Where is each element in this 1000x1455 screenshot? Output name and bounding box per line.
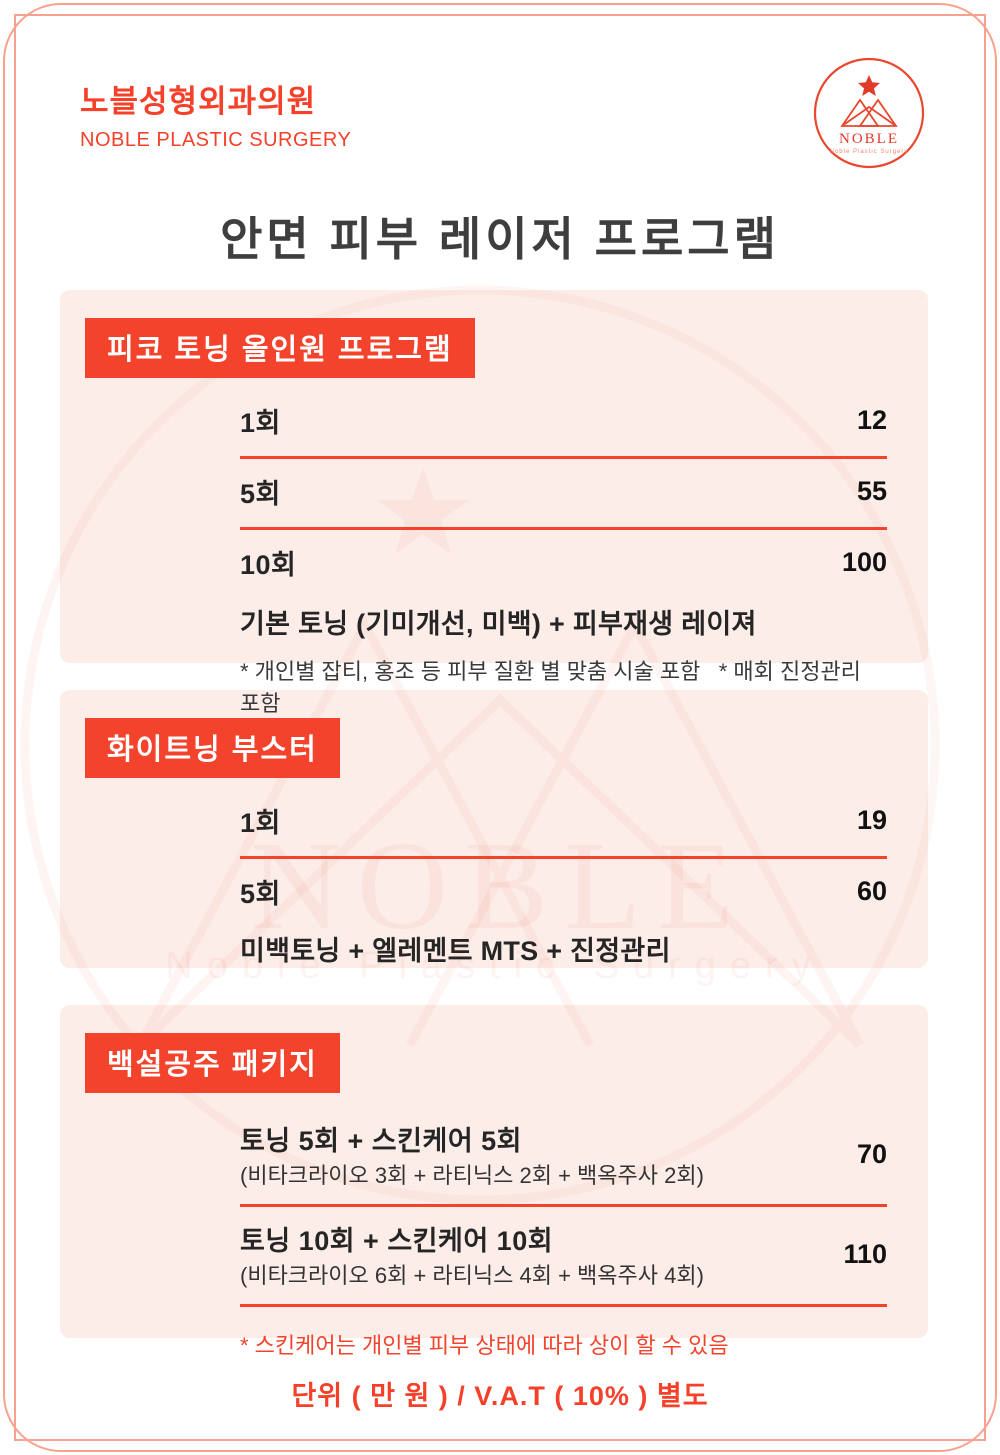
row-price: 55 bbox=[856, 476, 887, 506]
row-label: 1회 bbox=[240, 408, 281, 438]
section-red-note: * 스킨케어는 개인별 피부 상태에 따라 상이 할 수 있음 bbox=[240, 1333, 729, 1358]
price-row: 1회 19 bbox=[240, 788, 887, 859]
row-label: 토닝 10회 + 스킨케어 10회 bbox=[240, 1226, 554, 1256]
price-row: 1회 12 bbox=[240, 388, 887, 459]
section-description: 미백토닝 + 엘레멘트 MTS + 진정관리 bbox=[240, 936, 671, 966]
clinic-logo: NOBLE Noble Plastic Surgery bbox=[813, 57, 925, 169]
section-pico-toning: 피코 토닝 올인원 프로그램 1회 12 5회 55 10회 100 기본 토닝… bbox=[60, 290, 928, 716]
row-label: 1회 bbox=[240, 808, 281, 838]
row-label-group: 토닝 5회 + 스킨케어 5회 (비타크라이오 3회 + 라티닉스 2회 + 백… bbox=[240, 1119, 704, 1190]
logo-subtitle-text: Noble Plastic Surgery bbox=[830, 149, 909, 155]
price-row: 5회 60 bbox=[240, 859, 887, 927]
row-label-group: 토닝 10회 + 스킨케어 10회 (비타크라이오 6회 + 라티닉스 4회 +… bbox=[240, 1219, 704, 1290]
section-description: 기본 토닝 (기미개선, 미백) + 피부재생 레이져 bbox=[240, 609, 757, 639]
row-price: 110 bbox=[843, 1239, 887, 1269]
row-label: 5회 bbox=[240, 479, 281, 509]
row-sublabel: (비타크라이오 6회 + 라티닉스 4회 + 백옥주사 4회) bbox=[240, 1263, 704, 1288]
row-sublabel: (비타크라이오 3회 + 라티닉스 2회 + 백옥주사 2회) bbox=[240, 1163, 704, 1188]
page-title: 안면 피부 레이저 프로그램 bbox=[220, 213, 780, 265]
row-price: 12 bbox=[856, 405, 887, 435]
row-price: 19 bbox=[856, 805, 887, 835]
crown-icon bbox=[840, 98, 898, 127]
row-price: 70 bbox=[856, 1139, 887, 1169]
section-badge: 피코 토닝 올인원 프로그램 bbox=[85, 318, 475, 378]
price-row: 토닝 10회 + 스킨케어 10회 (비타크라이오 6회 + 라티닉스 4회 +… bbox=[240, 1207, 887, 1307]
section-snow-white-package: 백설공주 패키지 토닝 5회 + 스킨케어 5회 (비타크라이오 3회 + 라티… bbox=[60, 1005, 928, 1358]
clinic-name-english: NOBLE PLASTIC SURGERY bbox=[80, 129, 352, 151]
row-label: 토닝 5회 + 스킨케어 5회 bbox=[240, 1126, 523, 1156]
row-price: 60 bbox=[856, 876, 887, 906]
section-note: * 개인별 잡티, 홍조 등 피부 질환 별 맞춤 시술 포함 * 매회 진정관… bbox=[240, 659, 868, 716]
header: 노블성형외과의원 NOBLE PLASTIC SURGERY bbox=[80, 76, 351, 152]
row-label: 10회 bbox=[240, 550, 297, 580]
logo-name-text: NOBLE bbox=[839, 131, 899, 147]
section-badge: 화이트닝 부스터 bbox=[85, 718, 340, 778]
row-label: 5회 bbox=[240, 879, 281, 909]
row-price: 100 bbox=[841, 547, 887, 577]
price-row: 5회 55 bbox=[240, 459, 887, 530]
price-row: 토닝 5회 + 스킨케어 5회 (비타크라이오 3회 + 라티닉스 2회 + 백… bbox=[240, 1107, 887, 1207]
price-row: 10회 100 bbox=[240, 530, 887, 598]
unit-vat-footnote: 단위 ( 만 원 ) / V.A.T ( 10% ) 별도 bbox=[291, 1381, 709, 1411]
star-icon bbox=[858, 75, 880, 96]
section-badge: 백설공주 패키지 bbox=[85, 1033, 340, 1093]
clinic-name-korean: 노블성형외과의원 bbox=[80, 84, 317, 119]
section-whitening-booster: 화이트닝 부스터 1회 19 5회 60 미백토닝 + 엘레멘트 MTS + 진… bbox=[60, 690, 928, 968]
